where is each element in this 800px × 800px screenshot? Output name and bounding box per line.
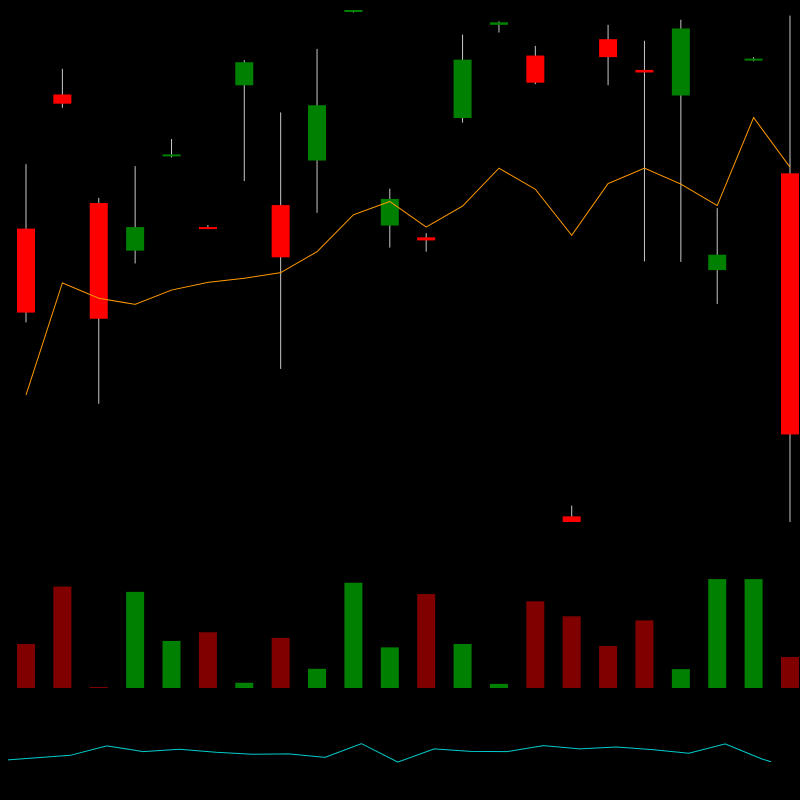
candle-body (780, 173, 799, 435)
volume-bar (235, 682, 254, 688)
candle-body (671, 28, 690, 96)
candle-body (89, 203, 108, 319)
moving-average-line (25, 116, 791, 396)
candle-body (308, 105, 327, 161)
candle (380, 188, 399, 248)
candle (599, 24, 618, 86)
candle (308, 48, 327, 213)
volume-bar (126, 591, 145, 688)
candle (526, 45, 545, 85)
candle-body (744, 58, 763, 61)
volume-bar (744, 579, 763, 688)
price-pane (17, 10, 799, 522)
volume-bar (526, 601, 545, 688)
candle-body (708, 254, 727, 271)
candle (17, 164, 35, 323)
candle (89, 197, 108, 404)
volume-bar (198, 632, 217, 688)
volume-bar (599, 646, 618, 688)
volume-bar (380, 647, 399, 688)
candle (708, 208, 727, 304)
candle (744, 57, 763, 62)
candle-body (235, 62, 254, 86)
candle (562, 505, 581, 522)
candle (53, 68, 72, 108)
candle-body (17, 228, 35, 313)
candle (271, 112, 290, 369)
volume-bar (562, 616, 581, 688)
volume-bar (417, 594, 436, 688)
volume-bar (344, 582, 363, 688)
candle (417, 233, 436, 252)
candle-body (126, 227, 145, 251)
volume-bar (635, 620, 654, 688)
candle (126, 166, 145, 264)
candle-body (453, 59, 472, 119)
volume-bar (89, 687, 108, 689)
volume-bar (780, 657, 799, 688)
indicator-pane (7, 743, 772, 763)
candle (162, 139, 181, 158)
candle (780, 15, 799, 522)
candle (344, 10, 363, 13)
candle (198, 225, 217, 230)
candle-body (344, 10, 363, 12)
volume-bar (53, 586, 72, 688)
volume-bar (308, 668, 327, 688)
candle-body (53, 94, 72, 104)
candle-body (635, 69, 654, 73)
candle (671, 19, 690, 262)
candle (635, 40, 654, 262)
volume-bar (271, 637, 290, 688)
candle-body (198, 227, 217, 230)
candle-body (380, 198, 399, 226)
candle-body (526, 55, 545, 83)
candle (235, 60, 254, 182)
volume-bar (708, 579, 727, 688)
candle-body (417, 237, 436, 241)
candle-body (489, 22, 508, 25)
candle (453, 34, 472, 123)
candle-body (599, 39, 618, 58)
indicator-line (7, 743, 772, 763)
volume-bar (453, 644, 472, 688)
volume-bar (17, 644, 35, 688)
volume-pane (17, 579, 799, 689)
candle (489, 21, 508, 33)
candle-body (162, 154, 181, 157)
volume-bar (489, 683, 508, 688)
candle-body (271, 205, 290, 258)
candle-body (562, 516, 581, 522)
volume-bar (162, 640, 181, 688)
volume-bar (671, 669, 690, 688)
